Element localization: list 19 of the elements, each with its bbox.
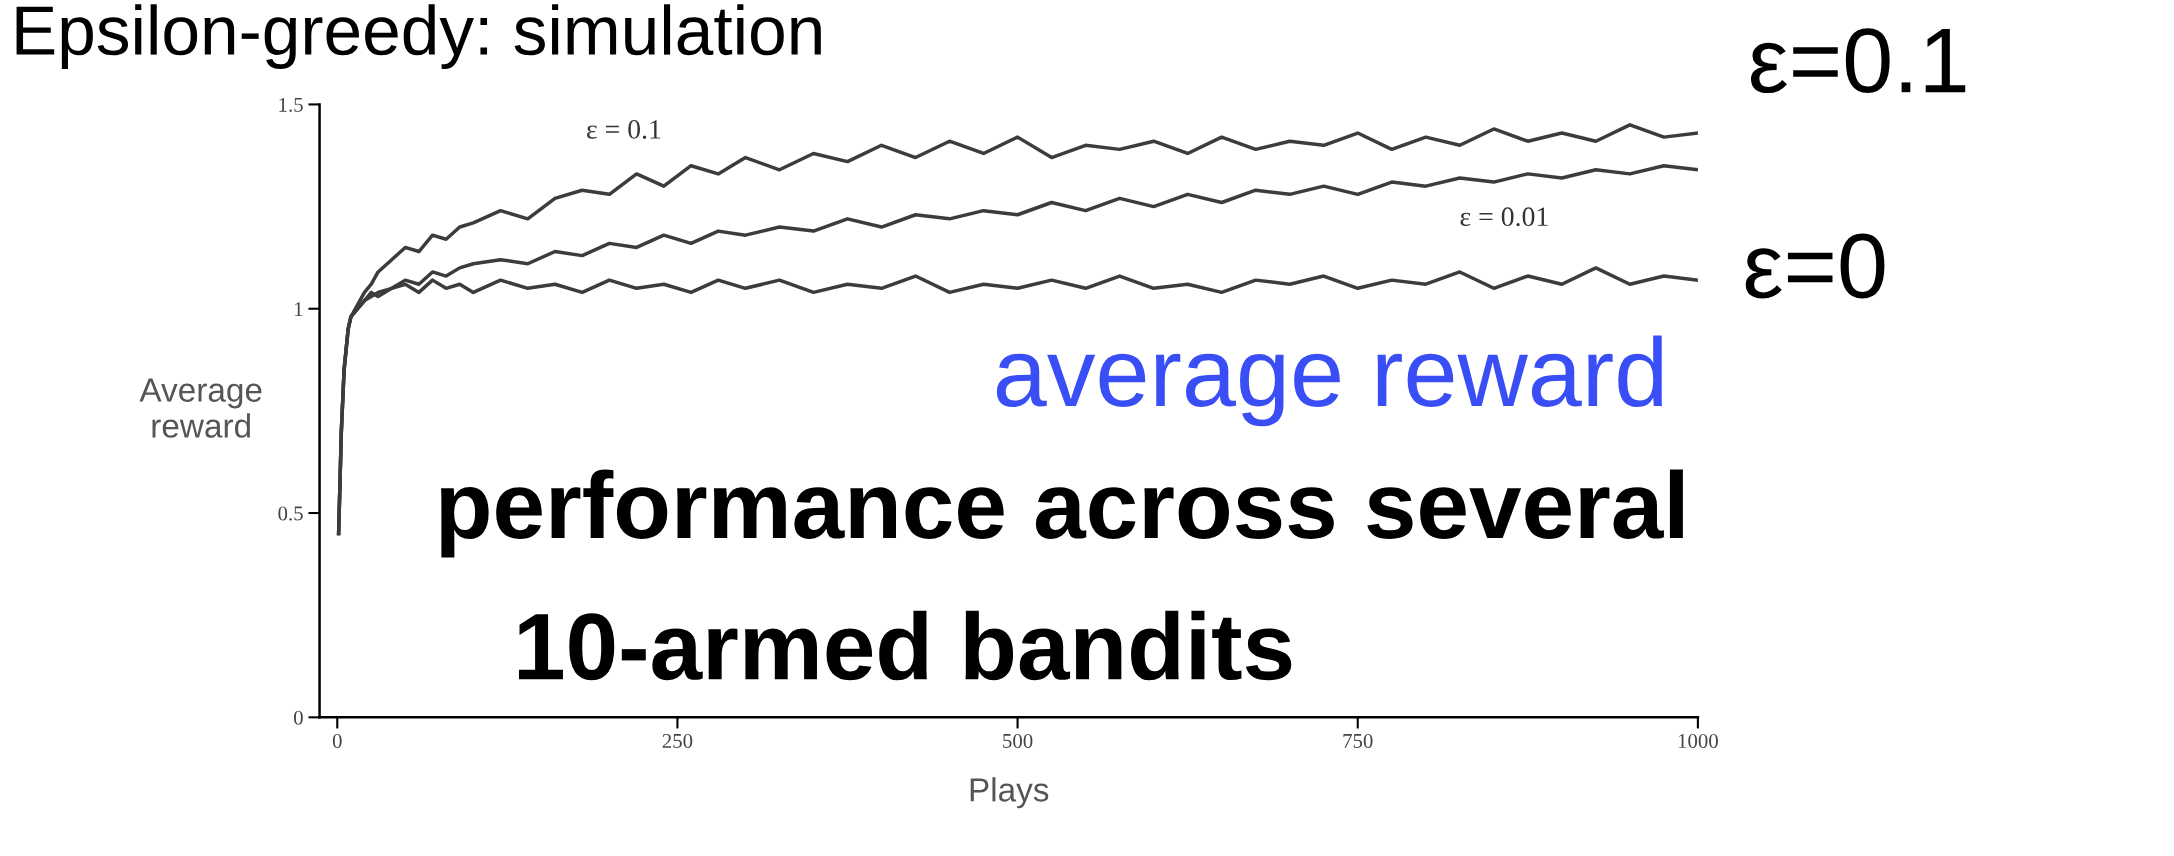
x-tick-label: 1000 (1678, 733, 1718, 748)
y-tick-label: 1.5 (279, 97, 303, 112)
annotation: average reward (996, 335, 1663, 427)
x-axis-title: Plays (970, 777, 1049, 809)
y-tick-label: 1 (295, 302, 303, 316)
x-tick-label: 250 (662, 733, 693, 748)
y-tick-label: 0 (293, 710, 303, 725)
x-tick-label: 0 (332, 733, 342, 748)
y-axis-title: Average reward (139, 378, 262, 438)
annotation: ε = 0.1 (587, 120, 661, 139)
annotation: ε = 0.01 (1460, 207, 1548, 227)
x-tick-label: 500 (1003, 733, 1033, 748)
text: ε=0.1 (1751, 28, 1966, 94)
y-tick-label: 0.5 (278, 506, 303, 521)
annotation: performance across several (441, 469, 1683, 558)
annotation: 10-armed bandits (519, 610, 1292, 681)
text: ε=0 (1745, 233, 1885, 299)
chart-title: Epsilon-greedy: simulation (16, 4, 821, 70)
x-tick-label: 750 (1343, 733, 1373, 748)
